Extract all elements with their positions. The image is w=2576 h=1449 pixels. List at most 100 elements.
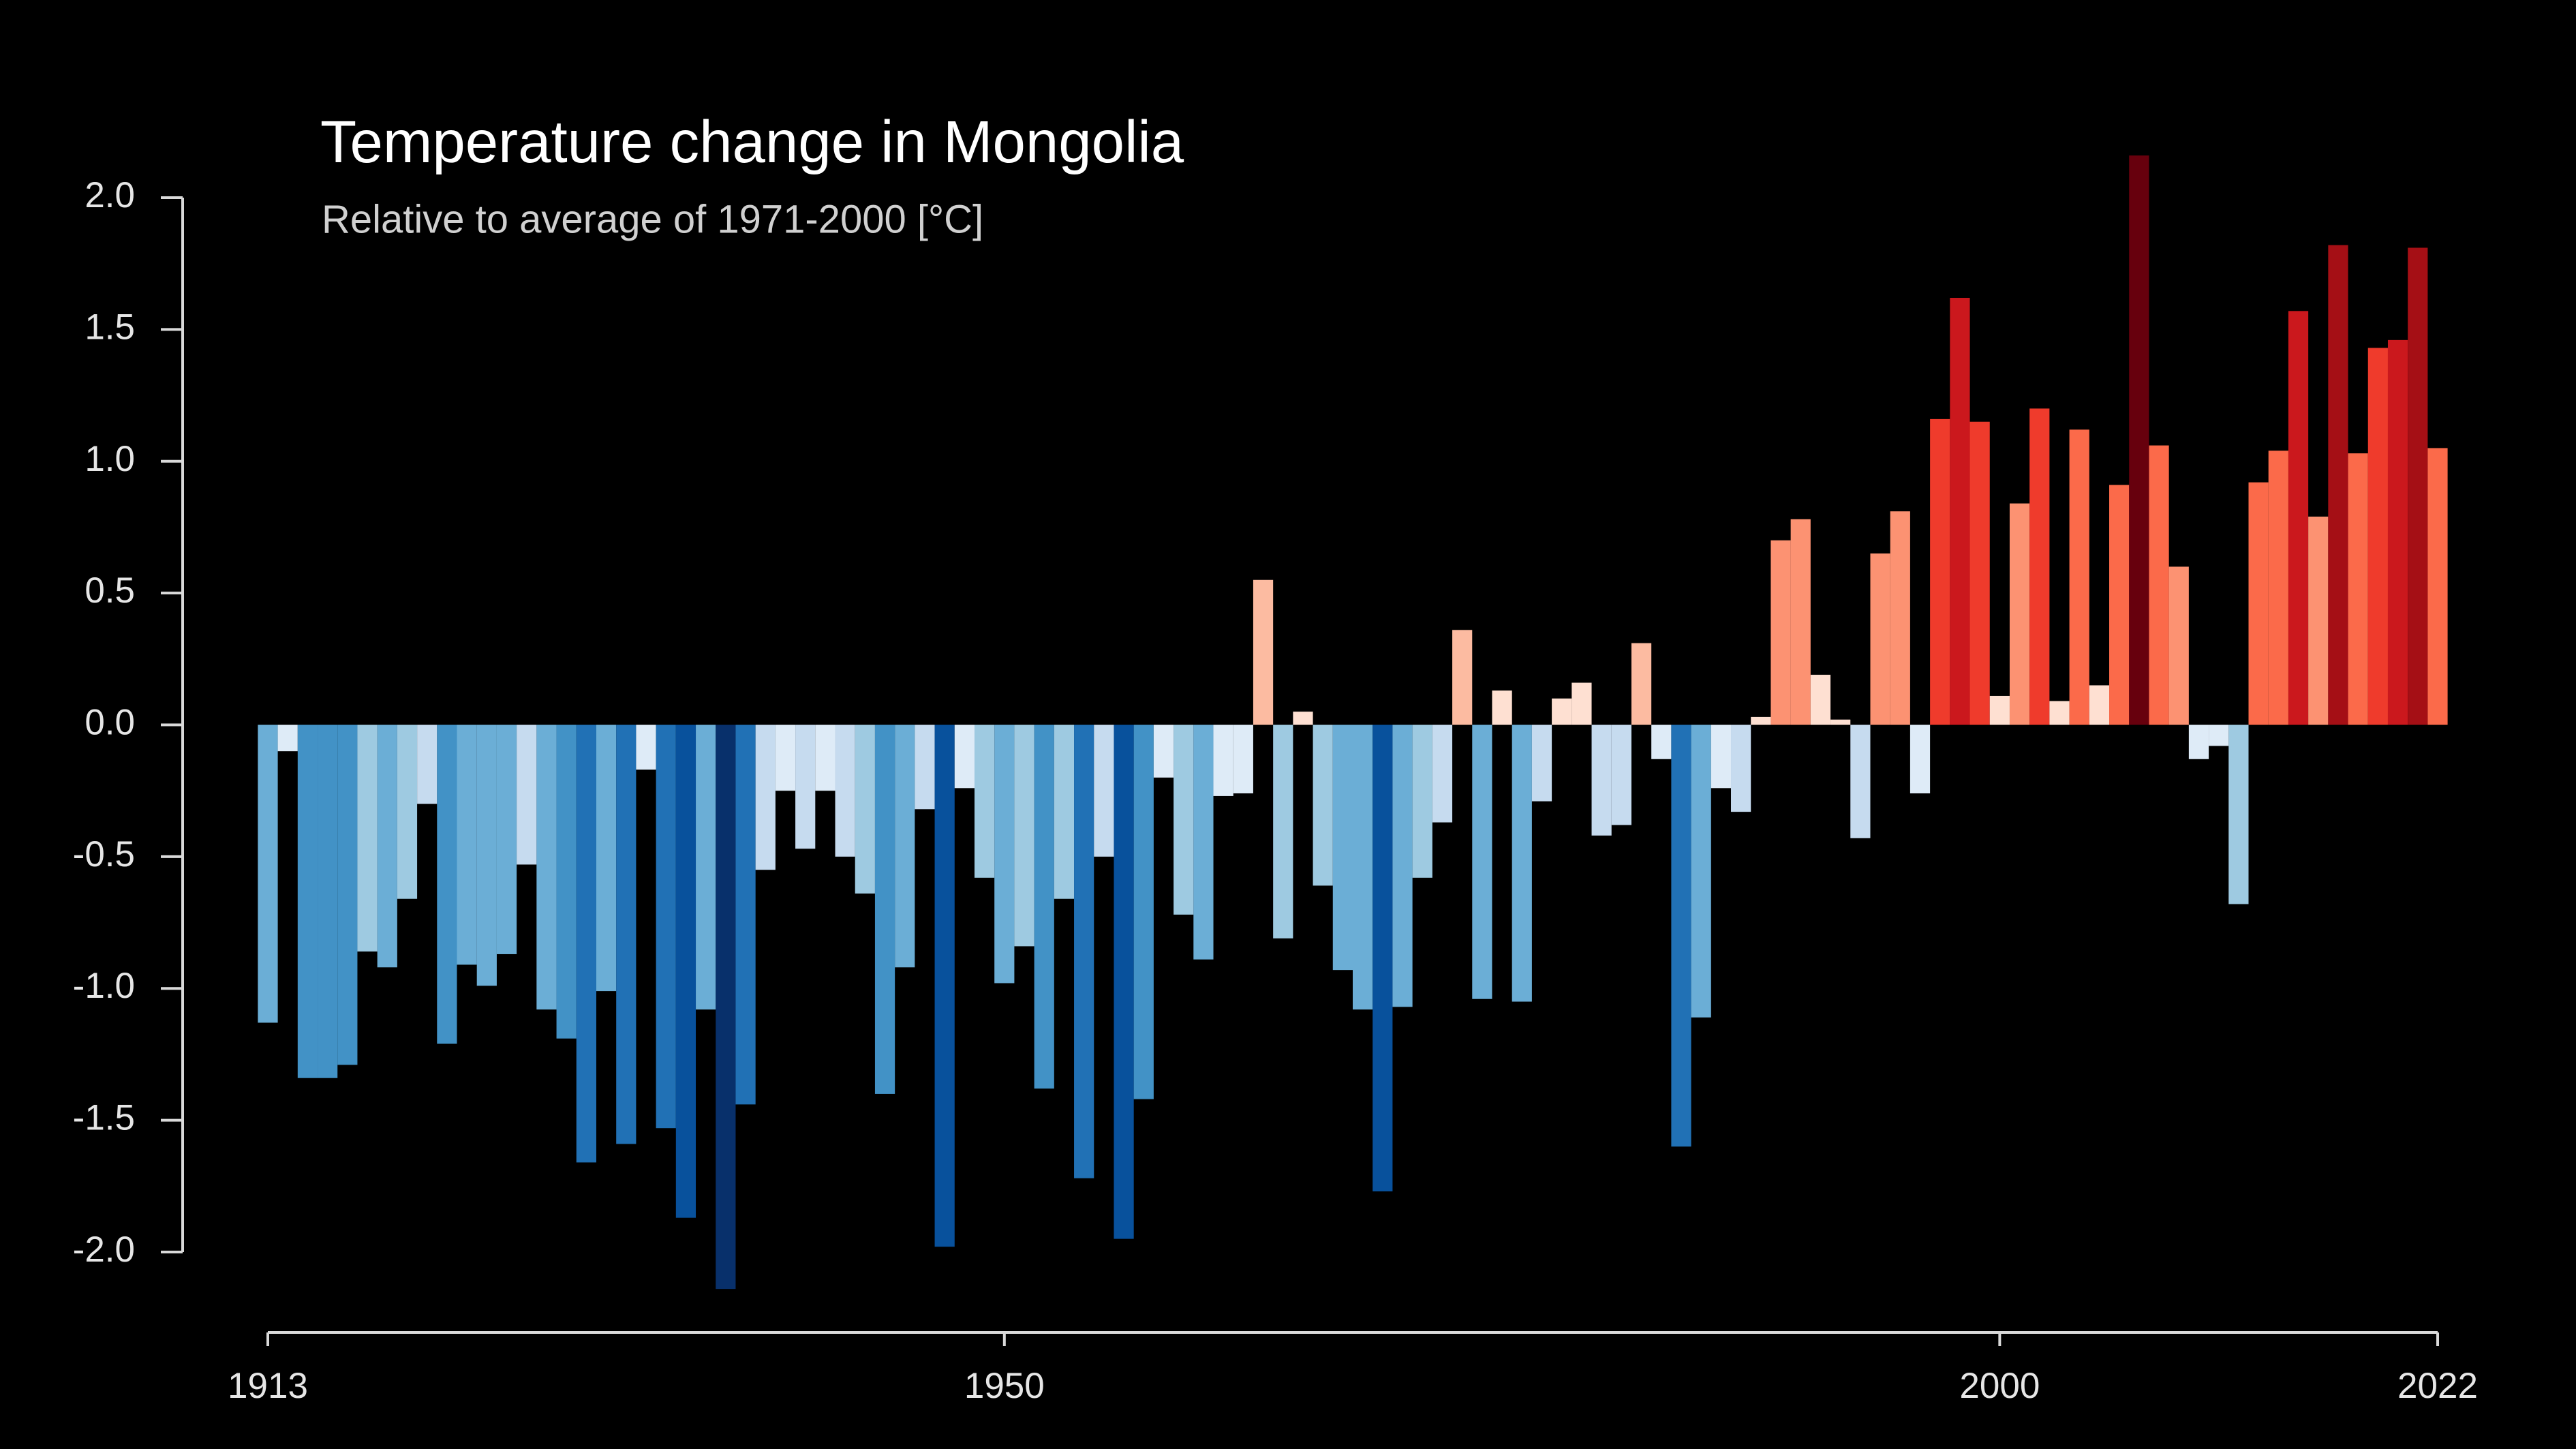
bar (1293, 712, 1313, 725)
bar (437, 724, 457, 1044)
y-tick-label: 1.5 (85, 307, 135, 347)
bar (1133, 724, 1154, 1099)
bar (1313, 724, 1333, 886)
bar (1830, 719, 1851, 725)
bar (1253, 579, 1274, 725)
bar (2168, 566, 2189, 725)
bar (855, 724, 875, 894)
bar (417, 724, 438, 804)
bar (2348, 453, 2368, 725)
bar (1213, 724, 1233, 796)
bar (1273, 724, 1293, 939)
y-tick-label: 0.0 (85, 703, 135, 743)
bar (457, 724, 477, 965)
bar (954, 724, 975, 789)
bar (357, 724, 378, 952)
bar (915, 724, 935, 810)
bar (874, 724, 895, 1094)
bar (2109, 485, 2130, 725)
bar (2129, 155, 2149, 725)
bar (934, 724, 955, 1247)
x-tick-label: 1913 (228, 1366, 308, 1406)
bar (1412, 724, 1432, 878)
bar (2029, 408, 2050, 725)
bar (716, 724, 736, 1290)
bar (994, 724, 1015, 983)
bar (775, 724, 796, 791)
bar (696, 724, 716, 1010)
bar (1810, 675, 1831, 725)
bar (795, 724, 816, 849)
bar (1153, 724, 1174, 778)
bar (1691, 724, 1711, 1018)
bar (1114, 724, 1134, 1239)
bar (1571, 682, 1592, 725)
bar (2408, 247, 2428, 725)
bar (1233, 724, 1253, 794)
y-tick-label: 1.0 (85, 439, 135, 479)
bar (476, 724, 497, 986)
x-tick-label: 1950 (964, 1366, 1045, 1406)
bar (974, 724, 995, 878)
bar (258, 724, 278, 1023)
chart-subtitle: Relative to average of 1971-2000 [°C] (322, 197, 983, 241)
bar (2328, 245, 2348, 725)
bar (1014, 724, 1034, 947)
bar (318, 724, 338, 1078)
bar (2367, 348, 2388, 725)
bar (1790, 519, 1811, 725)
bar (1870, 553, 1890, 725)
bar (1631, 643, 1652, 725)
bar (556, 724, 577, 1039)
y-tick-label: 2.0 (85, 175, 135, 215)
bar (1074, 724, 1094, 1178)
bar (1512, 724, 1532, 1002)
y-tick-label: -1.5 (73, 1098, 135, 1138)
bar (2209, 724, 2229, 746)
bar (1969, 421, 1990, 725)
bar (1989, 695, 2010, 725)
bar (496, 724, 517, 954)
y-tick-label: 0.5 (85, 570, 135, 611)
bar (2049, 701, 2070, 725)
bar (1651, 724, 1672, 759)
bar (1671, 724, 1691, 1147)
y-tick-label: -0.5 (73, 834, 135, 874)
bar (1591, 724, 1612, 836)
bar (1751, 716, 1771, 725)
bar (1054, 724, 1075, 899)
bar (616, 724, 637, 1144)
bar (2069, 429, 2089, 725)
bar (1850, 724, 1871, 838)
bar (1392, 724, 1413, 1007)
bar (1472, 724, 1492, 999)
bar (1611, 724, 1631, 825)
bar (735, 724, 756, 1105)
bar (656, 724, 676, 1129)
bar (755, 724, 776, 870)
bar (277, 724, 298, 752)
bar (576, 724, 596, 1163)
bar (815, 724, 835, 791)
bar (397, 724, 418, 899)
bar (1890, 511, 1910, 725)
chart-title: Temperature change in Mongolia (320, 109, 1184, 175)
bar (1174, 724, 1194, 915)
bar (2427, 448, 2448, 725)
bar (2387, 339, 2408, 725)
x-tick-label: 2022 (2397, 1366, 2478, 1406)
bar (596, 724, 617, 992)
bar (2288, 311, 2309, 725)
bar (2308, 516, 2329, 725)
bar (337, 724, 358, 1065)
bar (2009, 503, 2030, 725)
bar (1950, 297, 1970, 725)
bar (1373, 724, 1393, 1192)
bar (1432, 724, 1453, 823)
bar (1353, 724, 1373, 1010)
bar (517, 724, 537, 865)
bar (1910, 724, 1931, 794)
bar (297, 724, 318, 1078)
